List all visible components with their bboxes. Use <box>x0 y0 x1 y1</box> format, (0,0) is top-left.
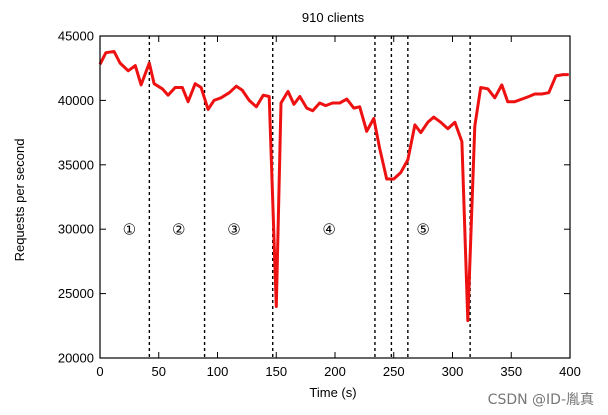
phase-marker: ① <box>123 221 136 239</box>
y-axis-label: Requests per second <box>12 139 27 262</box>
series-line <box>98 50 569 323</box>
x-tick-label: 350 <box>500 364 522 379</box>
x-tick-label: 400 <box>559 364 581 379</box>
y-tick-label: 40000 <box>58 93 94 108</box>
phase-marker: ⑤ <box>416 221 429 239</box>
y-tick-label: 45000 <box>58 29 94 44</box>
x-tick-label: 50 <box>152 364 166 379</box>
y-tick-label: 30000 <box>58 222 94 237</box>
x-axis-label: Time (s) <box>309 385 356 400</box>
x-tick-label: 150 <box>265 364 287 379</box>
phase-marker: ③ <box>227 221 240 239</box>
plot-area: ① ② ③ ④ ⑤ 0 50 100 150 200 250 300 350 400 20000 25000 3… <box>58 29 581 380</box>
phase-marker: ② <box>172 221 185 239</box>
y-tick-label: 20000 <box>58 351 94 366</box>
x-tick-label: 300 <box>442 364 464 379</box>
plot-frame <box>99 35 571 359</box>
x-tick-label: 0 <box>96 364 103 379</box>
x-tick-label: 250 <box>383 364 405 379</box>
chart-title: 910 clients <box>302 10 365 25</box>
x-tick-label: 200 <box>324 364 346 379</box>
watermark: CSDN @ID-胤真 <box>488 392 594 408</box>
y-tick-label: 35000 <box>58 157 94 172</box>
y-tick-label: 25000 <box>58 286 94 301</box>
x-tick-label: 100 <box>207 364 229 379</box>
phase-marker: ④ <box>322 221 335 239</box>
